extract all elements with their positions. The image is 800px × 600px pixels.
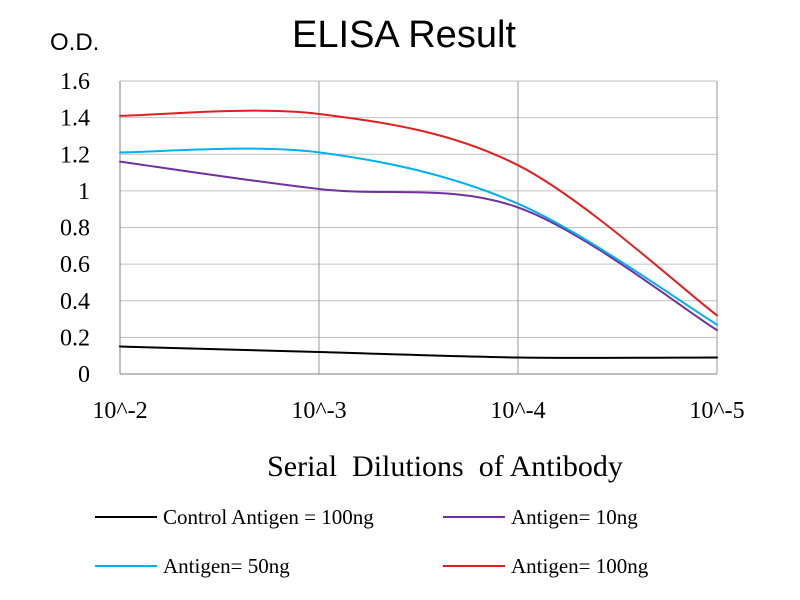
- grid: [119, 80, 718, 375]
- series-line-1: [119, 160, 718, 332]
- series-line-2: [119, 147, 718, 326]
- legend-label-3: Antigen= 100ng: [511, 554, 649, 578]
- y-tick-label: 1: [78, 179, 90, 205]
- y-tick-label: 0.6: [60, 252, 90, 278]
- x-tick-labels: 10^-2 10^-3 10^-4 10^-5: [92, 398, 744, 424]
- y-tick-label: 1.4: [60, 106, 90, 132]
- legend-label-1: Antigen= 10ng: [511, 505, 638, 529]
- y-tick-label: 1.2: [60, 142, 90, 168]
- x-tick-label: 10^-3: [291, 398, 346, 424]
- y-tick-label: 0: [78, 362, 90, 388]
- x-axis-label: Serial Dilutions of Antibody: [267, 450, 623, 483]
- x-tick-label: 10^-5: [689, 398, 744, 424]
- series-lines: [119, 109, 718, 359]
- y-tick-label: 0.8: [60, 216, 90, 242]
- y-axis-label: O.D.: [50, 29, 99, 56]
- legend: Control Antigen = 100ng Antigen= 10ng Anti…: [95, 505, 649, 578]
- series-line-3: [119, 109, 718, 317]
- y-tick-label: 0.2: [60, 325, 90, 351]
- axes: [119, 81, 717, 375]
- y-tick-labels: 0 0.2 0.4 0.6 0.8 1 1.2 1.4 1.6: [60, 69, 90, 388]
- legend-label-0: Control Antigen = 100ng: [163, 505, 374, 529]
- x-tick-label: 10^-4: [490, 398, 545, 424]
- y-tick-label: 1.6: [60, 69, 90, 95]
- chart-title: ELISA Result: [292, 14, 516, 56]
- x-tick-label: 10^-2: [92, 398, 147, 424]
- y-tick-label: 0.4: [60, 289, 90, 315]
- series-line-0: [119, 345, 718, 359]
- legend-label-2: Antigen= 50ng: [163, 554, 290, 578]
